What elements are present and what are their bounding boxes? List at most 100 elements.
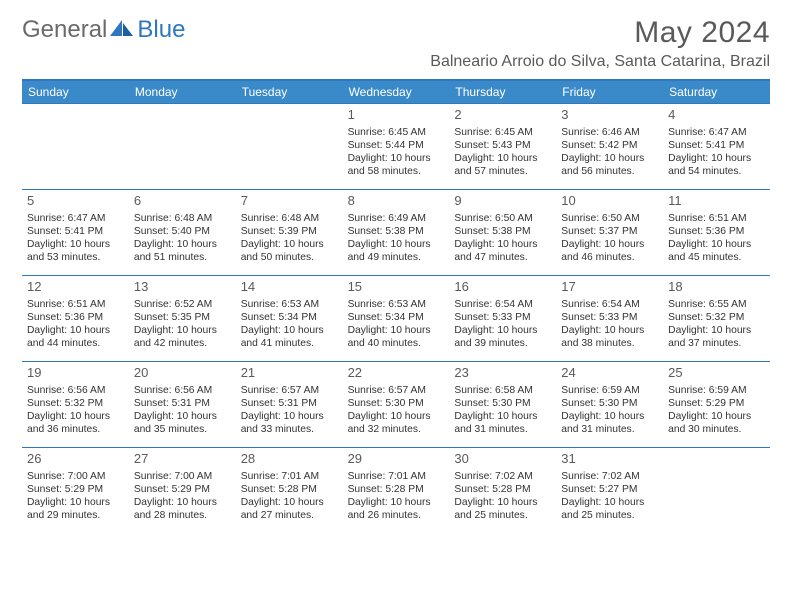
calendar-cell: 2Sunrise: 6:45 AMSunset: 5:43 PMDaylight… [449, 103, 556, 189]
daylight-line: Daylight: 10 hours and 31 minutes. [454, 410, 551, 436]
daylight-line: Daylight: 10 hours and 25 minutes. [454, 496, 551, 522]
day-header: Saturday [663, 81, 770, 103]
calendar-cell: 5Sunrise: 6:47 AMSunset: 5:41 PMDaylight… [22, 189, 129, 275]
daylight-line: Daylight: 10 hours and 32 minutes. [348, 410, 445, 436]
sunset-line: Sunset: 5:29 PM [27, 483, 124, 496]
sunset-line: Sunset: 5:29 PM [134, 483, 231, 496]
sunrise-line: Sunrise: 6:55 AM [668, 298, 765, 311]
calendar-cell: 31Sunrise: 7:02 AMSunset: 5:27 PMDayligh… [556, 447, 663, 533]
sunrise-line: Sunrise: 6:47 AM [668, 126, 765, 139]
day-number: 1 [348, 107, 445, 124]
day-number: 16 [454, 279, 551, 296]
sunrise-line: Sunrise: 6:45 AM [454, 126, 551, 139]
day-number: 19 [27, 365, 124, 382]
calendar-cell: 29Sunrise: 7:01 AMSunset: 5:28 PMDayligh… [343, 447, 450, 533]
calendar-cell: 30Sunrise: 7:02 AMSunset: 5:28 PMDayligh… [449, 447, 556, 533]
sunset-line: Sunset: 5:29 PM [668, 397, 765, 410]
sunset-line: Sunset: 5:34 PM [348, 311, 445, 324]
day-number: 25 [668, 365, 765, 382]
sunset-line: Sunset: 5:41 PM [27, 225, 124, 238]
day-number: 23 [454, 365, 551, 382]
sunrise-line: Sunrise: 6:57 AM [348, 384, 445, 397]
sunrise-line: Sunrise: 6:47 AM [27, 212, 124, 225]
daylight-line: Daylight: 10 hours and 28 minutes. [134, 496, 231, 522]
sunrise-line: Sunrise: 7:01 AM [241, 470, 338, 483]
calendar-cell: 14Sunrise: 6:53 AMSunset: 5:34 PMDayligh… [236, 275, 343, 361]
sunrise-line: Sunrise: 6:57 AM [241, 384, 338, 397]
daylight-line: Daylight: 10 hours and 39 minutes. [454, 324, 551, 350]
sunrise-line: Sunrise: 6:56 AM [27, 384, 124, 397]
calendar-cell: 22Sunrise: 6:57 AMSunset: 5:30 PMDayligh… [343, 361, 450, 447]
daylight-line: Daylight: 10 hours and 46 minutes. [561, 238, 658, 264]
sunset-line: Sunset: 5:38 PM [348, 225, 445, 238]
logo-text-2: Blue [137, 16, 185, 44]
daylight-line: Daylight: 10 hours and 50 minutes. [241, 238, 338, 264]
daylight-line: Daylight: 10 hours and 33 minutes. [241, 410, 338, 436]
sunset-line: Sunset: 5:44 PM [348, 139, 445, 152]
daylight-line: Daylight: 10 hours and 37 minutes. [668, 324, 765, 350]
day-number: 2 [454, 107, 551, 124]
daylight-line: Daylight: 10 hours and 36 minutes. [27, 410, 124, 436]
day-number: 26 [27, 451, 124, 468]
calendar-cell: 11Sunrise: 6:51 AMSunset: 5:36 PMDayligh… [663, 189, 770, 275]
sunset-line: Sunset: 5:38 PM [454, 225, 551, 238]
sunrise-line: Sunrise: 6:50 AM [454, 212, 551, 225]
day-header: Wednesday [343, 81, 450, 103]
daylight-line: Daylight: 10 hours and 47 minutes. [454, 238, 551, 264]
daylight-line: Daylight: 10 hours and 42 minutes. [134, 324, 231, 350]
daylight-line: Daylight: 10 hours and 26 minutes. [348, 496, 445, 522]
day-number: 14 [241, 279, 338, 296]
sunset-line: Sunset: 5:33 PM [561, 311, 658, 324]
calendar-cell: 13 Sunrise: 6:52 AMSunset: 5:35 PMDayligh… [129, 275, 236, 361]
daylight-line: Daylight: 10 hours and 31 minutes. [561, 410, 658, 436]
sunset-line: Sunset: 5:32 PM [27, 397, 124, 410]
calendar-cell: 23Sunrise: 6:58 AMSunset: 5:30 PMDayligh… [449, 361, 556, 447]
day-number: 29 [348, 451, 445, 468]
sunrise-line: Sunrise: 6:51 AM [668, 212, 765, 225]
sunrise-line: Sunrise: 6:56 AM [134, 384, 231, 397]
sunset-line: Sunset: 5:27 PM [561, 483, 658, 496]
daylight-line: Daylight: 10 hours and 57 minutes. [454, 152, 551, 178]
sunset-line: Sunset: 5:35 PM [134, 311, 231, 324]
sunrise-line: Sunrise: 6:50 AM [561, 212, 658, 225]
sunrise-line: Sunrise: 6:52 AM [134, 298, 231, 311]
sunrise-line: Sunrise: 6:48 AM [134, 212, 231, 225]
day-number: 20 [134, 365, 231, 382]
calendar-cell: 20Sunrise: 6:56 AMSunset: 5:31 PMDayligh… [129, 361, 236, 447]
daylight-line: Daylight: 10 hours and 38 minutes. [561, 324, 658, 350]
calendar-cell-blank [236, 103, 343, 189]
calendar-cell: 26Sunrise: 7:00 AMSunset: 5:29 PMDayligh… [22, 447, 129, 533]
sunset-line: Sunset: 5:30 PM [348, 397, 445, 410]
day-number: 4 [668, 107, 765, 124]
calendar-cell: 6Sunrise: 6:48 AMSunset: 5:40 PMDaylight… [129, 189, 236, 275]
sunset-line: Sunset: 5:40 PM [134, 225, 231, 238]
daylight-line: Daylight: 10 hours and 27 minutes. [241, 496, 338, 522]
calendar-cell: 4Sunrise: 6:47 AMSunset: 5:41 PMDaylight… [663, 103, 770, 189]
sunset-line: Sunset: 5:28 PM [454, 483, 551, 496]
calendar-page: General Blue May 2024 Balneario Arroio d… [0, 0, 792, 543]
daylight-line: Daylight: 10 hours and 49 minutes. [348, 238, 445, 264]
sunset-line: Sunset: 5:31 PM [241, 397, 338, 410]
calendar-cell: 15Sunrise: 6:53 AMSunset: 5:34 PMDayligh… [343, 275, 450, 361]
sunset-line: Sunset: 5:34 PM [241, 311, 338, 324]
calendar-cell: 7Sunrise: 6:48 AMSunset: 5:39 PMDaylight… [236, 189, 343, 275]
day-number: 9 [454, 193, 551, 210]
day-number: 28 [241, 451, 338, 468]
day-number: 21 [241, 365, 338, 382]
calendar-cell-blank [663, 447, 770, 533]
calendar-grid: SundayMondayTuesdayWednesdayThursdayFrid… [22, 79, 770, 533]
day-number: 7 [241, 193, 338, 210]
day-header: Monday [129, 81, 236, 103]
day-number: 31 [561, 451, 658, 468]
day-number: 24 [561, 365, 658, 382]
day-number: 6 [134, 193, 231, 210]
logo: General Blue [22, 16, 185, 44]
day-number: 13 [134, 279, 231, 296]
sunrise-line: Sunrise: 7:00 AM [27, 470, 124, 483]
daylight-line: Daylight: 10 hours and 56 minutes. [561, 152, 658, 178]
daylight-line: Daylight: 10 hours and 44 minutes. [27, 324, 124, 350]
sunrise-line: Sunrise: 6:45 AM [348, 126, 445, 139]
daylight-line: Daylight: 10 hours and 58 minutes. [348, 152, 445, 178]
daylight-line: Daylight: 10 hours and 35 minutes. [134, 410, 231, 436]
sunset-line: Sunset: 5:39 PM [241, 225, 338, 238]
